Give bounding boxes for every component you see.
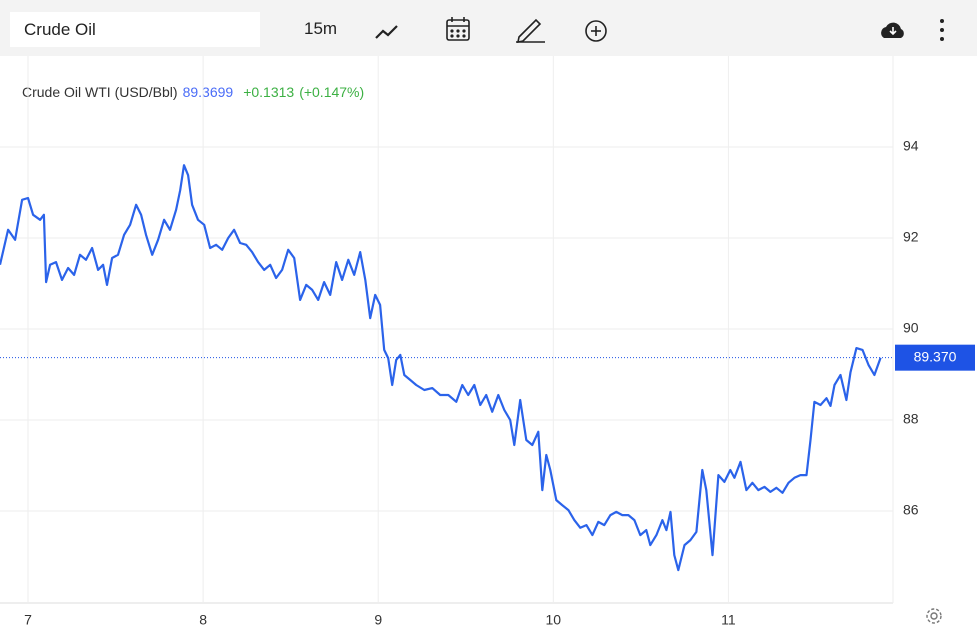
calendar-icon[interactable]	[446, 17, 470, 41]
change-percent: (+0.147%)	[299, 84, 364, 100]
y-tick-label: 90	[903, 320, 919, 336]
menu-icon[interactable]	[940, 19, 944, 41]
download-icon[interactable]	[881, 22, 904, 38]
last-price: 89.3699	[183, 84, 234, 100]
x-tick-label: 11	[721, 612, 736, 628]
y-tick-label: 94	[903, 138, 919, 154]
series-name: Crude Oil WTI (USD/Bbl)	[22, 84, 178, 100]
x-tick-label: 7	[24, 612, 32, 628]
settings-icon[interactable]	[926, 608, 942, 624]
y-tick-label: 92	[903, 229, 919, 245]
toolbar: Crude Oil 15m	[0, 0, 977, 56]
x-tick-label: 10	[546, 612, 562, 628]
plot: 86 88 90 92 94 7 8 9 10 11 89.370	[0, 56, 975, 628]
symbol-input[interactable]: Crude Oil	[10, 12, 260, 47]
interval-button[interactable]: 15m	[304, 19, 338, 38]
y-tick-label: 88	[903, 411, 919, 427]
draw-icon[interactable]	[516, 18, 545, 44]
change: +0.1313	[243, 84, 294, 100]
toolbar-icons	[375, 17, 944, 44]
price-line-series	[0, 164, 882, 572]
y-tick-label: 86	[903, 502, 919, 518]
current-price-label: 89.370	[914, 348, 957, 364]
legend-text: Crude Oil WTI (USD/Bbl) 89.3699 +0.1313 (+0…	[22, 84, 364, 100]
add-icon[interactable]	[585, 20, 607, 42]
x-tick-label: 8	[199, 612, 207, 628]
chart-type-icon[interactable]	[375, 25, 398, 39]
current-price-box	[895, 344, 975, 371]
x-tick-label: 9	[374, 612, 382, 628]
